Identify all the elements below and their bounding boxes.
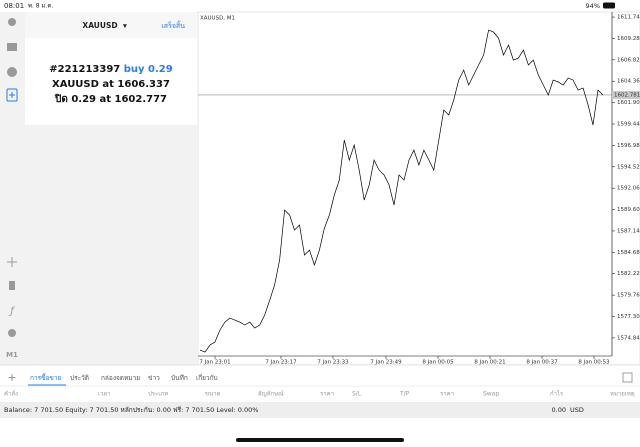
done-button[interactable]: เสร็จสิ้น [161, 19, 185, 30]
y-tick-label: 1584.680 [617, 250, 640, 256]
status-time: 08:01 [4, 2, 24, 10]
tab[interactable]: ประวัติ [70, 374, 89, 382]
order-ticket-line: #221213397 buy 0.29 [49, 64, 172, 75]
column-header: ราคา [320, 391, 334, 398]
column-header: ขนาด [205, 391, 221, 398]
dropdown-arrow: ▼ [123, 24, 127, 30]
candles-icon[interactable] [9, 281, 15, 290]
y-tick-label: 1599.440 [617, 122, 640, 128]
y-tick-label: 1596.980 [617, 143, 640, 149]
x-tick-label: 7 Jan 23:01 [199, 360, 230, 366]
current-price-label: 1602.781 [614, 92, 640, 98]
x-tick-label: 7 Jan 23:33 [317, 360, 349, 366]
y-tick-label: 1587.140 [617, 228, 640, 234]
columns: คำสั่ง เวลา ประเภท ขนาด สัญลักษณ์ ราคา S/L T/P ร… [4, 390, 635, 398]
y-tick-label: 1589.600 [617, 207, 640, 213]
ticket: #221213397 [49, 64, 120, 75]
column-header: สัญลักษณ์ [258, 390, 284, 398]
order-side: buy 0.29 [124, 64, 173, 75]
objects-icon[interactable] [8, 329, 16, 337]
status-date: พ. 8 ม.ค. [28, 3, 53, 10]
account-icon[interactable] [8, 18, 16, 26]
y-tick-label: 1611.740 [617, 15, 640, 21]
indicators-icon[interactable]: ƒ [8, 306, 15, 317]
new-order-icon[interactable] [6, 88, 18, 102]
chat-icon[interactable] [7, 67, 17, 77]
y-tick-label: 1609.280 [617, 36, 640, 42]
x-tick-label: 7 Jan 23:49 [370, 360, 402, 366]
column-header: ประเภท [148, 391, 168, 398]
panel-header [25, 12, 197, 38]
y-tick-label: 1601.900 [617, 100, 640, 106]
current-price-box [612, 90, 640, 99]
y-tick-label: 1606.820 [617, 57, 640, 63]
y-tick-label: 1579.760 [617, 293, 640, 299]
tab[interactable]: การซื้อขาย [30, 373, 61, 382]
tab[interactable]: เกี่ยวกับ [196, 373, 218, 382]
chart-area [197, 11, 640, 366]
expand-icon[interactable] [622, 372, 633, 383]
column-header: ราคา [440, 391, 454, 398]
currency: USD [570, 406, 584, 414]
price-line [199, 29, 604, 353]
tabs: การซื้อขาย ประวัติ กล่องจดหมาย ข่าว บันทึก เก… [28, 373, 218, 386]
open-line: XAUUSD at 1606.337 [52, 79, 170, 90]
quotes-icon[interactable] [7, 43, 17, 51]
home-indicator [236, 438, 404, 442]
x-tick-label: 8 Jan 00:21 [474, 360, 505, 366]
column-header: คำสั่ง [4, 390, 18, 398]
column-header: เวลา [98, 391, 110, 398]
column-header: S/L [352, 391, 362, 398]
y-tick-label: 1594.520 [617, 164, 640, 170]
y-tick-label: 1592.060 [617, 186, 640, 192]
tab[interactable]: กล่องจดหมาย [101, 374, 140, 382]
chart: 1611.740 1609.280 1606.820 1604.360 1601.900… [198, 15, 640, 366]
y-tick-label: 1574.840 [617, 335, 640, 341]
y-tick-label: 1577.300 [617, 314, 640, 320]
balance-summary: Balance: 7 701.50 Equity: 7 701.50 หลักป… [4, 406, 258, 414]
column-header: กำไร [550, 390, 564, 398]
x-tick-label: 7 Jan 23:17 [265, 360, 297, 366]
y-tick-label: 1582.220 [617, 271, 640, 277]
tab[interactable]: บันทึก [171, 374, 188, 382]
close-line: ปิด 0.29 at 1602.777 [54, 93, 167, 105]
column-header: Swap [483, 391, 499, 398]
y-tick-label: 1604.360 [617, 79, 640, 85]
column-header: หมายเหตุ [610, 391, 635, 398]
x-tick-label: 8 Jan 00:53 [578, 360, 610, 366]
chart-label: XAUUSD, M1 [200, 16, 235, 22]
column-header: T/P [399, 391, 410, 398]
x-tick-label: 8 Jan 00:05 [422, 360, 454, 366]
add-button[interactable]: + [7, 371, 16, 384]
tab[interactable]: ข่าว [148, 374, 160, 382]
period-button[interactable]: M1 [6, 351, 18, 359]
x-tick-label: 8 Jan 00:37 [526, 360, 558, 366]
balance-row [0, 402, 640, 418]
battery-level: 94% [586, 2, 600, 10]
profit-total: 0.00 [552, 406, 566, 414]
symbol-selector[interactable]: XAUUSD [82, 21, 117, 30]
battery-icon [603, 2, 615, 9]
